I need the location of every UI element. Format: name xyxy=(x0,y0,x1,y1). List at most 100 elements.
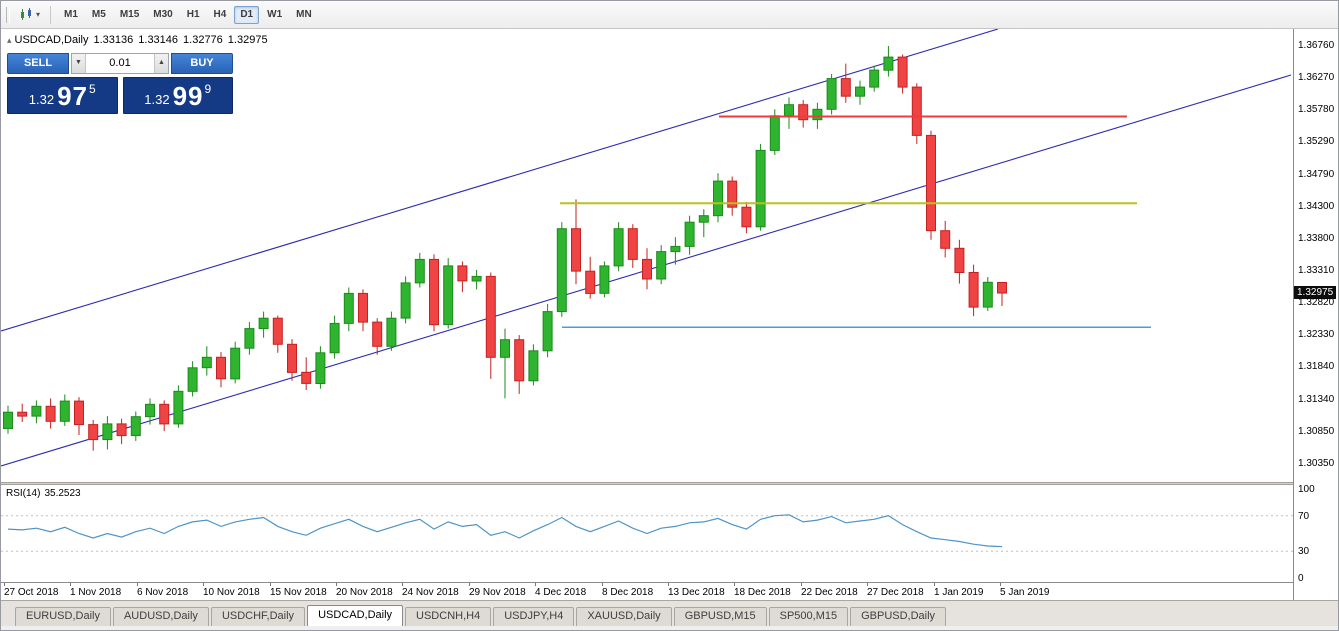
date-axis-tick xyxy=(402,583,403,586)
chart-tab-sp500-m15[interactable]: SP500,M15 xyxy=(768,607,849,626)
candle-body xyxy=(727,180,738,208)
candle-body xyxy=(59,400,70,422)
date-axis-label: 1 Nov 2018 xyxy=(70,587,122,598)
timeframe-button-m15[interactable]: M15 xyxy=(119,8,140,20)
chart-tab-eurusd-daily[interactable]: EURUSD,Daily xyxy=(15,607,111,626)
candle-body xyxy=(358,292,368,323)
rsi-line xyxy=(7,514,1003,548)
date-axis-tick xyxy=(934,583,935,586)
candle-body xyxy=(528,350,539,382)
date-axis-tick xyxy=(270,583,271,586)
price-axis-label: 1.35780 xyxy=(1298,104,1335,115)
candle-body xyxy=(812,108,823,121)
chart-symbol-label: USDCAD,Daily xyxy=(14,34,89,46)
candle-body xyxy=(571,228,581,272)
date-axis-tick xyxy=(668,583,669,586)
rsi-canvas[interactable] xyxy=(1,485,1293,582)
timeframe-button-m1[interactable]: M1 xyxy=(64,8,78,20)
price-axis[interactable]: 1.32975 1.36760 1.36270 1.35780 1.35290 1.34… xyxy=(1293,29,1338,600)
chart-tab-audusd-daily[interactable]: AUDUSD,Daily xyxy=(112,607,209,626)
chart-tab-gbpusd-m15[interactable]: GBPUSD,M15 xyxy=(673,607,767,626)
candle-body xyxy=(556,228,567,313)
date-axis[interactable]: 27 Oct 2018 1 Nov 2018 6 Nov 2018 10 Nov 20… xyxy=(1,582,1293,600)
volume-stepper[interactable]: ▼ 0.01 ▲ xyxy=(71,53,169,74)
ask-price-button[interactable]: 1.32 99 9 xyxy=(122,77,233,114)
timeframe-button-h1[interactable]: H1 xyxy=(186,8,200,20)
candle-body xyxy=(627,228,638,260)
date-axis-label: 27 Dec 2018 xyxy=(867,587,924,598)
chart-tab-xauusd-daily[interactable]: XAUUSD,Daily xyxy=(576,607,672,626)
date-axis-label: 15 Nov 2018 xyxy=(270,587,327,598)
rsi-current-value: 35.2523 xyxy=(44,488,81,499)
candle-body xyxy=(414,258,425,284)
bid-price-pips: 97 xyxy=(57,81,89,111)
timeframe-button-m5[interactable]: M5 xyxy=(91,8,106,20)
candle-body xyxy=(613,228,624,267)
price-chart-canvas[interactable] xyxy=(1,29,1293,482)
chart-tab-usdchf-daily[interactable]: USDCHF,Daily xyxy=(210,607,306,626)
price-axis-label: 1.30850 xyxy=(1298,426,1335,437)
chart-tab-gbpusd-daily[interactable]: GBPUSD,Daily xyxy=(850,607,947,626)
date-axis-label: 5 Jan 2019 xyxy=(1000,587,1050,598)
bid-price-button[interactable]: 1.32 97 5 xyxy=(7,77,118,114)
candle-body xyxy=(656,251,667,280)
candle-body xyxy=(755,149,766,228)
candle-body xyxy=(982,281,993,308)
candle-body xyxy=(443,265,454,326)
price-axis-label: 1.35290 xyxy=(1298,136,1335,147)
chart-type-dropdown-button[interactable]: ▾ xyxy=(15,5,44,24)
chart-tab-usdjpy-h4[interactable]: USDJPY,H4 xyxy=(493,607,575,626)
candle-body xyxy=(897,56,908,88)
candle-body xyxy=(386,317,397,347)
timeframe-button-mn[interactable]: MN xyxy=(296,8,312,20)
date-axis-label: 8 Dec 2018 xyxy=(602,587,654,598)
bid-price-point: 5 xyxy=(89,82,96,96)
candle-body xyxy=(698,215,709,223)
candle-body xyxy=(329,322,340,354)
subwindow-splitter[interactable] xyxy=(1,482,1338,485)
candle-body xyxy=(642,258,652,280)
toolbar-gripper[interactable] xyxy=(6,6,10,23)
volume-value[interactable]: 0.01 xyxy=(109,57,131,69)
price-axis-label: 1.32330 xyxy=(1298,329,1335,340)
timeframe-button-h4[interactable]: H4 xyxy=(213,8,227,20)
chart-tab-usdcad-daily[interactable]: USDCAD,Daily xyxy=(307,605,404,626)
date-axis-label: 10 Nov 2018 xyxy=(203,587,260,598)
candlestick-series xyxy=(3,46,1007,451)
toolbar-separator xyxy=(50,5,52,24)
rsi-axis-label: 100 xyxy=(1298,484,1315,495)
candle-body xyxy=(826,78,837,110)
date-axis-label: 22 Dec 2018 xyxy=(801,587,858,598)
chart-shift-marker-icon: ▴ xyxy=(7,35,12,45)
timeframe-button-m30[interactable]: M30 xyxy=(153,8,173,20)
candle-body xyxy=(301,371,312,384)
close-value: 1.32975 xyxy=(227,34,268,46)
candle-body xyxy=(485,275,496,358)
price-axis-label: 1.31340 xyxy=(1298,394,1335,405)
date-axis-label: 6 Nov 2018 xyxy=(137,587,189,598)
candle-body xyxy=(130,416,141,437)
date-axis-label: 1 Jan 2019 xyxy=(934,587,984,598)
candle-body xyxy=(145,403,155,418)
date-axis-label: 29 Nov 2018 xyxy=(469,587,526,598)
sell-button[interactable]: SELL xyxy=(7,53,69,74)
rsi-name: RSI(14) xyxy=(6,488,41,499)
date-axis-tick xyxy=(336,583,337,586)
low-value: 1.32776 xyxy=(183,34,223,46)
timeframe-button-w1[interactable]: W1 xyxy=(267,8,283,20)
candle-body xyxy=(45,405,56,422)
chart-tab-usdcnh-h4[interactable]: USDCNH,H4 xyxy=(405,607,492,626)
date-axis-tick xyxy=(535,583,536,586)
volume-up-icon[interactable]: ▲ xyxy=(154,54,168,73)
candle-body xyxy=(599,265,610,294)
price-axis-label: 1.31840 xyxy=(1298,361,1335,372)
volume-down-icon[interactable]: ▼ xyxy=(72,54,86,73)
timeframe-button-d1[interactable]: D1 xyxy=(234,5,260,24)
candle-body xyxy=(514,339,525,382)
chart-header: ▴ USDCAD,Daily 1.33136 1.33146 1.32776 1.3297… xyxy=(7,34,268,46)
price-axis-label: 1.33310 xyxy=(1298,265,1335,276)
candle-body xyxy=(542,311,553,352)
buy-button[interactable]: BUY xyxy=(171,53,233,74)
price-axis-label: 1.33800 xyxy=(1298,233,1335,244)
